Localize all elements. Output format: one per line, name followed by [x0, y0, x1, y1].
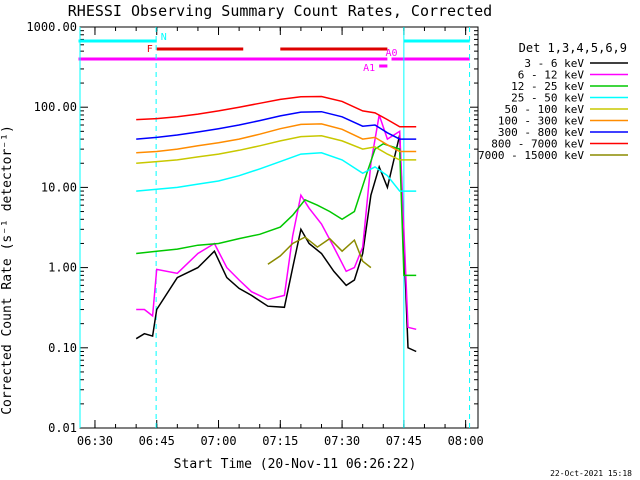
- x-tick-label: 08:00: [448, 434, 484, 448]
- series-line-100-300-kev: [136, 123, 417, 154]
- chart-title: RHESSI Observing Summary Count Rates, Co…: [68, 2, 492, 20]
- x-axis-label: Start Time (20-Nov-11 06:26:22): [174, 457, 417, 472]
- y-tick-label: 1.00: [48, 261, 77, 275]
- series-line-7000-15000-kev: [267, 236, 372, 269]
- legend-title: Det 1,3,4,5,6,9: [519, 41, 627, 55]
- footer-date: 22-Oct-2021 15:18: [550, 469, 632, 478]
- series-line-25-50-kev: [136, 152, 417, 192]
- y-tick-label: 0.01: [48, 421, 77, 435]
- flag-label-f: F: [147, 44, 153, 55]
- y-tick-label: 100.00: [34, 100, 77, 114]
- series-line-800-7000-kev: [136, 95, 417, 128]
- y-axis-label: Corrected Count Rate (s⁻¹ detector⁻¹): [0, 125, 15, 415]
- flag-label-a1: A1: [363, 63, 375, 74]
- x-tick-label: 06:45: [139, 434, 175, 448]
- x-tick-label: 07:15: [262, 434, 298, 448]
- y-tick-label: 0.10: [48, 341, 77, 355]
- y-tick-label: 1000.00: [26, 20, 77, 34]
- legend-label: 7000 - 15000 keV: [478, 149, 584, 162]
- x-tick-label: 06:30: [77, 434, 113, 448]
- plot-area: 0.01 0.10 1.00 10.00 100.00 1000.00 06:30 06:45…: [26, 20, 483, 448]
- x-tick-label: 07:00: [200, 434, 236, 448]
- legend-label: 12 - 25 keV: [511, 80, 584, 93]
- legend-label: 6 - 12 keV: [518, 69, 585, 82]
- x-tick-label: 07:45: [386, 434, 422, 448]
- legend-label: 300 - 800 keV: [498, 126, 584, 139]
- legend-label: 3 - 6 keV: [524, 57, 584, 70]
- series-line-6-12-kev: [136, 114, 417, 331]
- series-line-12-25-kev: [136, 142, 417, 277]
- legend-label: 25 - 50 keV: [511, 92, 584, 105]
- legend-label: 800 - 7000 keV: [491, 138, 584, 151]
- x-tick-label: 07:30: [324, 434, 360, 448]
- flag-label-a0: A0: [386, 48, 398, 59]
- legend-label: 100 - 300 keV: [498, 115, 584, 128]
- legend-label: 50 - 100 keV: [505, 103, 585, 116]
- series-line-3-6-kev: [135, 134, 417, 353]
- series-line-300-800-kev: [136, 110, 417, 140]
- y-tick-label: 10.00: [41, 180, 77, 194]
- flag-label-n: N: [161, 32, 167, 43]
- series-line-50-100-kev: [136, 135, 417, 165]
